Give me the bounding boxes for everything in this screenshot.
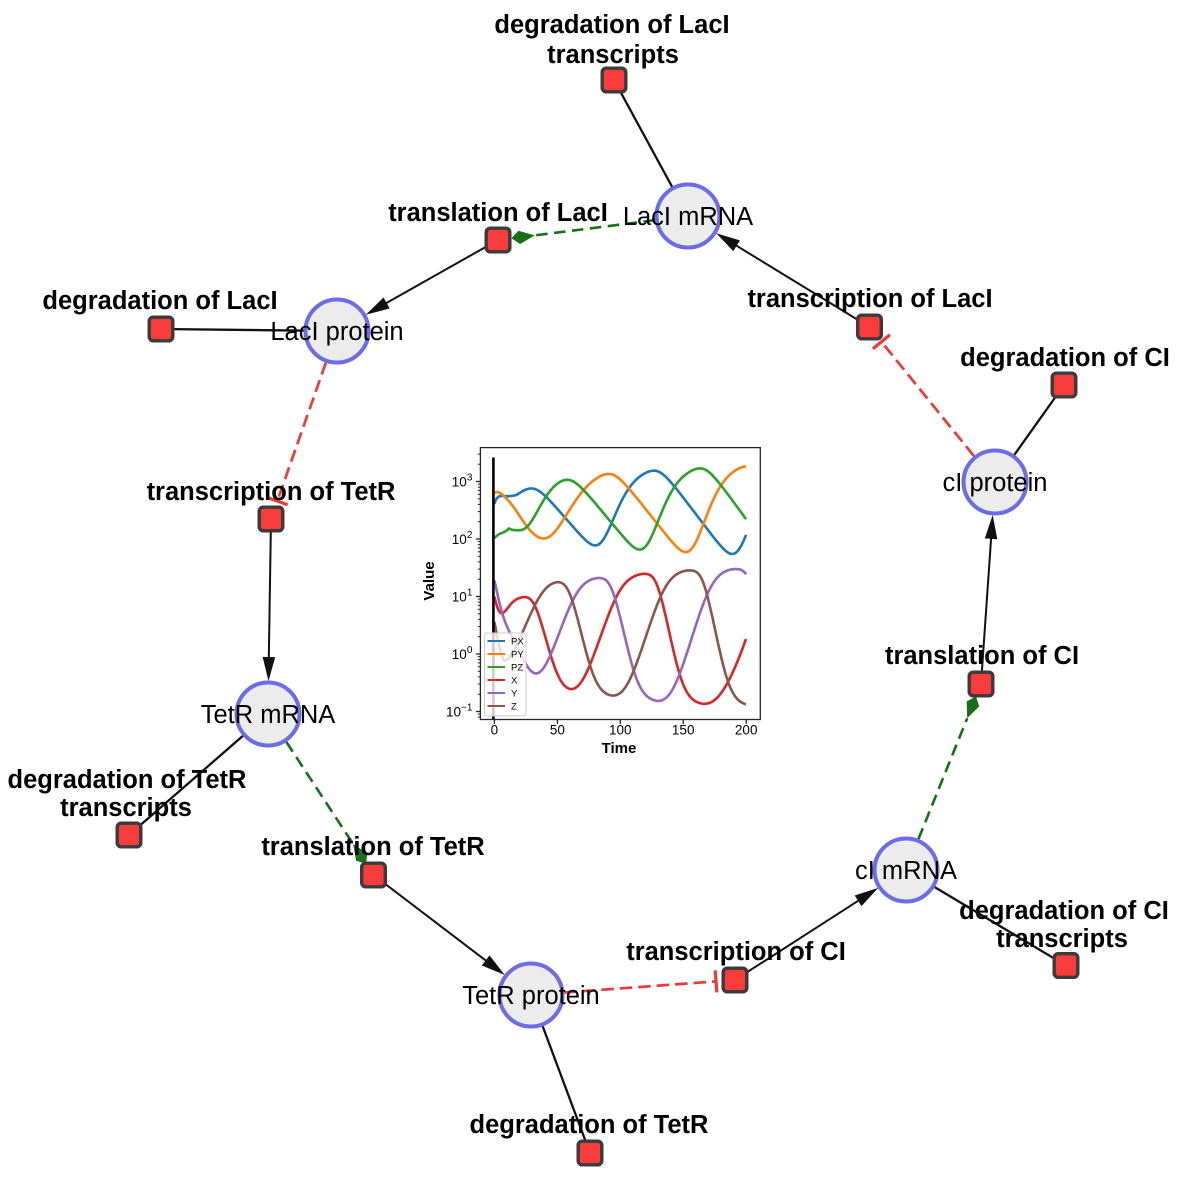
svg-text:PZ: PZ — [511, 662, 523, 673]
svg-text:transcripts: transcripts — [547, 41, 679, 69]
svg-text:degradation of LacI: degradation of LacI — [494, 11, 729, 39]
svg-text:TetR mRNA: TetR mRNA — [201, 701, 336, 729]
svg-text:50: 50 — [550, 723, 565, 738]
svg-text:PX: PX — [511, 636, 524, 647]
svg-text:TetR protein: TetR protein — [462, 982, 600, 1010]
svg-text:X: X — [511, 675, 518, 686]
svg-text:LacI protein: LacI protein — [270, 318, 403, 346]
svg-text:transcripts: transcripts — [996, 925, 1128, 953]
svg-text:degradation of CI: degradation of CI — [960, 344, 1170, 372]
svg-text:translation of LacI: translation of LacI — [388, 199, 608, 227]
svg-text:Z: Z — [511, 701, 517, 712]
svg-text:Value: Value — [421, 561, 438, 600]
svg-text:Y: Y — [511, 688, 518, 699]
svg-text:0: 0 — [491, 723, 499, 738]
svg-text:cI mRNA: cI mRNA — [855, 857, 957, 885]
svg-text:transcription of CI: transcription of CI — [626, 938, 846, 966]
svg-text:degradation of TetR: degradation of TetR — [470, 1111, 709, 1139]
svg-text:LacI mRNA: LacI mRNA — [623, 203, 753, 231]
svg-text:PY: PY — [511, 649, 524, 660]
svg-text:cI protein: cI protein — [943, 469, 1048, 497]
svg-text:transcription of TetR: transcription of TetR — [147, 478, 396, 506]
svg-text:degradation of TetR: degradation of TetR — [8, 766, 247, 794]
svg-text:transcription of LacI: transcription of LacI — [747, 285, 992, 313]
svg-text:degradation of CI: degradation of CI — [959, 897, 1169, 925]
svg-text:Time: Time — [602, 740, 637, 757]
svg-text:150: 150 — [672, 723, 695, 738]
svg-text:translation of TetR: translation of TetR — [261, 833, 484, 861]
svg-text:200: 200 — [735, 723, 758, 738]
svg-text:translation of CI: translation of CI — [885, 642, 1079, 670]
svg-text:degradation of LacI: degradation of LacI — [42, 287, 277, 315]
svg-text:100: 100 — [609, 723, 632, 738]
svg-text:transcripts: transcripts — [60, 794, 192, 822]
